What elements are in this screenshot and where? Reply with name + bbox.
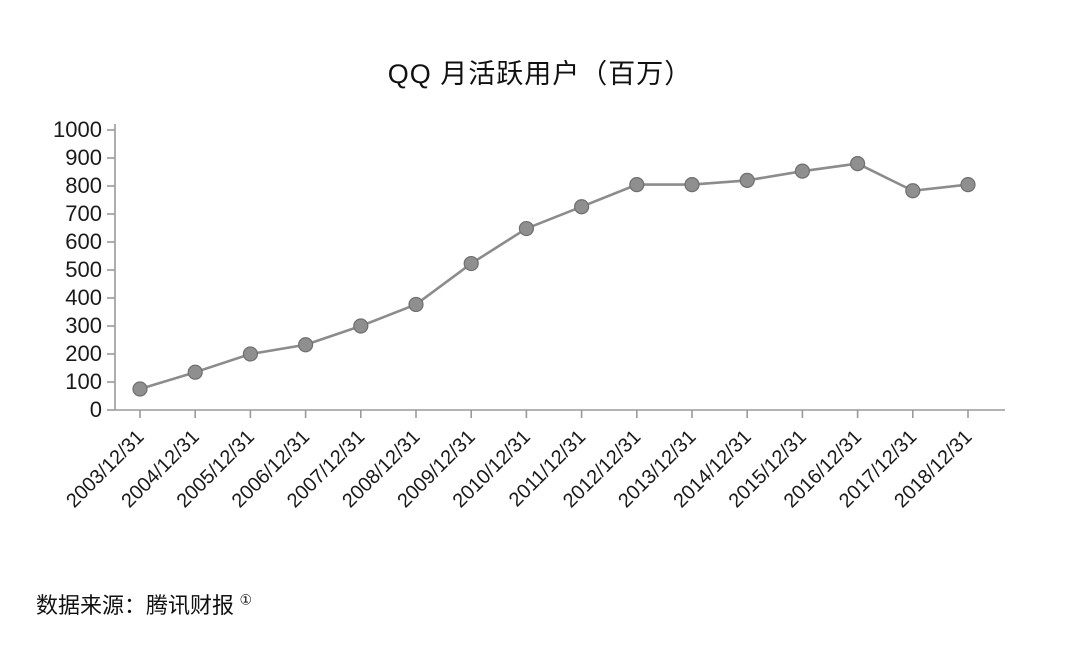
data-point bbox=[629, 177, 645, 193]
y-tick-label: 700 bbox=[65, 201, 102, 226]
data-point bbox=[132, 381, 148, 397]
data-point bbox=[739, 172, 755, 188]
data-point bbox=[463, 255, 479, 272]
y-tick-label: 800 bbox=[65, 173, 102, 198]
data-point bbox=[794, 163, 811, 179]
data-point bbox=[518, 220, 535, 237]
y-tick-label: 0 bbox=[90, 397, 102, 422]
data-point bbox=[353, 318, 369, 334]
data-source-note: 数据来源：腾讯财报 ① bbox=[36, 588, 252, 620]
y-tick-label: 600 bbox=[65, 229, 102, 254]
y-tick-label: 200 bbox=[65, 341, 102, 366]
y-tick-label: 100 bbox=[65, 369, 102, 394]
data-point bbox=[905, 183, 921, 199]
data-point bbox=[849, 156, 866, 172]
footnote-mark: ① bbox=[239, 593, 253, 609]
y-tick-label: 1000 bbox=[53, 117, 102, 142]
y-tick-label: 400 bbox=[65, 285, 102, 310]
data-point bbox=[242, 346, 258, 362]
data-point bbox=[187, 364, 203, 380]
chart-title: QQ 月活跃用户（百万） bbox=[387, 59, 693, 89]
y-tick-label: 900 bbox=[65, 145, 102, 170]
data-point bbox=[960, 177, 976, 193]
data-line bbox=[138, 162, 970, 391]
y-tick-label: 300 bbox=[65, 313, 102, 338]
data-point bbox=[573, 199, 590, 215]
data-point bbox=[298, 337, 314, 353]
data-point bbox=[408, 296, 424, 313]
data-point bbox=[684, 177, 700, 193]
y-tick-label: 500 bbox=[65, 257, 102, 282]
data-source-text: 数据来源：腾讯财报 bbox=[36, 593, 235, 618]
